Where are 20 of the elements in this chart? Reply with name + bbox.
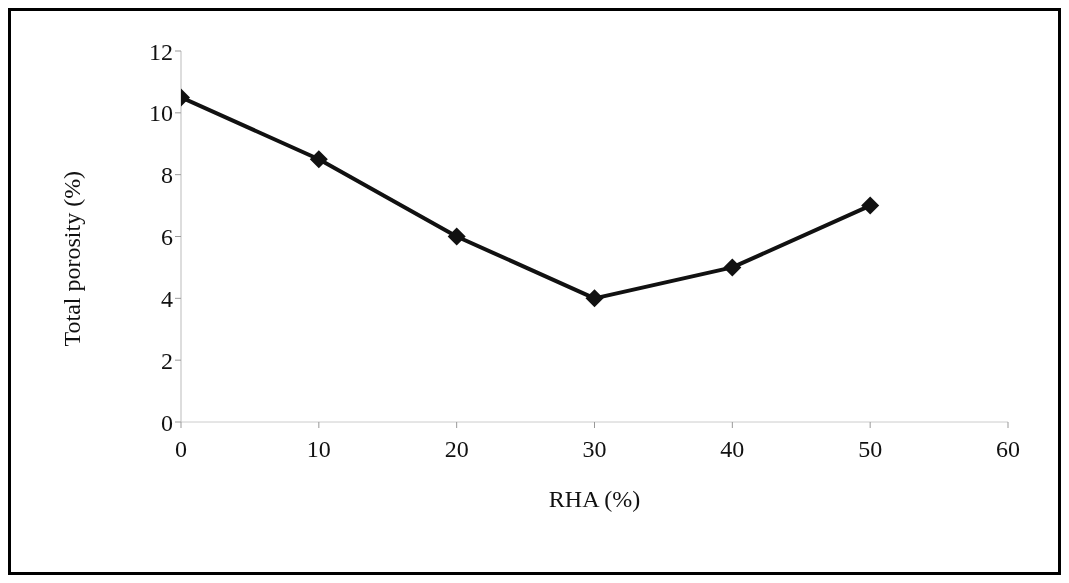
x-tick-label: 10 bbox=[306, 436, 331, 463]
point bbox=[585, 289, 604, 308]
x-tick-label: 60 bbox=[996, 436, 1020, 463]
y-tick-label: 12 bbox=[149, 38, 173, 65]
x-tick-label: 40 bbox=[720, 436, 745, 463]
x-tick-label: 50 bbox=[858, 436, 883, 463]
x-tick-label: 30 bbox=[582, 436, 607, 463]
point bbox=[723, 258, 742, 277]
y-tick-label: 8 bbox=[161, 162, 173, 189]
point bbox=[309, 150, 328, 169]
point bbox=[861, 196, 880, 215]
point bbox=[447, 227, 466, 246]
y-tick-label: 4 bbox=[161, 285, 173, 312]
y-tick-label: 6 bbox=[161, 224, 173, 251]
y-axis-title: Total porosity (%) bbox=[58, 170, 85, 347]
y-tick-label: 10 bbox=[149, 100, 173, 127]
y-tick-label: 2 bbox=[161, 347, 173, 374]
y-tick-label: 0 bbox=[161, 409, 173, 436]
x-axis-title: RHA (%) bbox=[548, 486, 641, 512]
x-tick-label: 20 bbox=[444, 436, 469, 463]
